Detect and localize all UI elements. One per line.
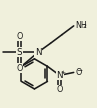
Text: O: O [16,64,23,73]
Text: N: N [35,48,42,57]
Text: O: O [56,85,63,94]
Text: S: S [17,48,22,57]
Text: 2: 2 [82,24,86,29]
Text: +: + [60,70,65,75]
Text: N: N [56,71,63,80]
Text: O: O [16,32,23,41]
Text: NH: NH [75,21,87,30]
Text: O: O [75,68,82,77]
Text: −: − [77,68,83,74]
